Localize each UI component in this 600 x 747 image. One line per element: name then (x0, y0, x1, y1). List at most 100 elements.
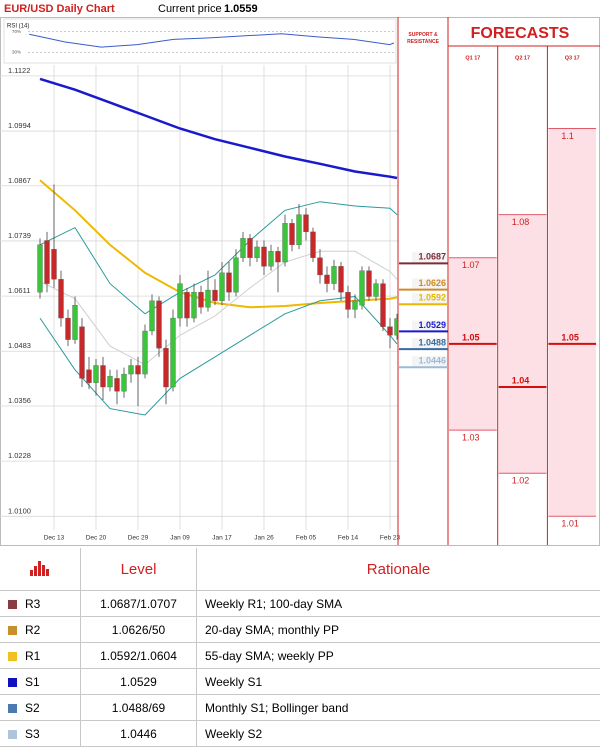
x-tick-label: Jan 17 (212, 535, 232, 542)
x-tick-label: Dec 20 (86, 535, 107, 542)
rationale-cell: Weekly S2 (196, 720, 600, 747)
y-tick-label: 1.1122 (8, 66, 30, 75)
x-tick-label: Dec 29 (128, 535, 149, 542)
table-row: R1 1.0592/1.0604 55-day SMA; weekly PP (0, 642, 600, 669)
y-tick-label: 1.0356 (8, 396, 31, 405)
chart-panel: EUR/USD Daily Chart Current price 1.0559… (0, 3, 600, 546)
candle-body (51, 248, 57, 280)
candle-body (156, 300, 162, 349)
sr-level-label: 1.0529 (418, 320, 446, 330)
candle-body (79, 326, 85, 379)
candle-body (317, 257, 323, 276)
x-tick-label: Feb 14 (338, 535, 359, 542)
x-tick-label: Dec 13 (44, 535, 65, 542)
candle-body (100, 365, 106, 388)
candle-body (128, 365, 134, 375)
quarter-label: Q1 17 (465, 55, 480, 61)
sr-level-label: 1.0446 (418, 356, 446, 366)
sr-level-label: 1.0488 (418, 337, 446, 347)
x-tick-label: Feb 05 (296, 535, 317, 542)
level-cell: 1.0592/1.0604 (80, 642, 197, 669)
name-cell: S2 (0, 694, 81, 721)
sr-level-label: 1.0626 (418, 278, 446, 288)
color-swatch (8, 729, 17, 739)
color-swatch (8, 625, 17, 635)
forecast-mid-label: 1.05 (462, 332, 480, 342)
candle-body (177, 283, 183, 319)
candle-body (331, 266, 337, 284)
level-name: S2 (25, 700, 40, 715)
y-tick-label: 1.0611 (8, 286, 30, 295)
candle-body (387, 326, 393, 336)
candle-body (226, 272, 232, 293)
chart-title: EUR/USD Daily Chart (4, 3, 115, 15)
y-tick-label: 1.0483 (8, 341, 31, 350)
color-swatch (8, 599, 17, 609)
candle-body (191, 292, 197, 319)
candle-body (338, 266, 344, 293)
candle-body (303, 214, 309, 233)
rationale-header: Rationale (196, 548, 600, 591)
level-cell: 1.0529 (80, 668, 197, 695)
y-tick-label: 1.0100 (8, 506, 31, 515)
rsi-tick-label: 30% (12, 49, 21, 54)
candle-body (65, 317, 71, 340)
candle-body (282, 223, 288, 263)
rsi-frame (3, 18, 397, 64)
candle-body (86, 369, 92, 383)
name-cell: R1 (0, 642, 81, 669)
sr-label-box (412, 338, 447, 349)
candle-body (345, 292, 351, 310)
candle-body (184, 292, 190, 319)
x-tick-label: Jan 26 (254, 535, 274, 542)
price-label: Current price (158, 3, 222, 15)
x-tick-label: Feb 23 (380, 535, 401, 542)
forecast-low-label: 1.01 (561, 519, 579, 529)
level-name: R2 (25, 622, 41, 637)
rsi-line (29, 33, 395, 48)
overlay-line (39, 77, 398, 180)
y-tick-label: 1.0739 (8, 231, 31, 240)
forecast-high-label: 1.1 (561, 131, 574, 141)
candle-body (366, 270, 372, 297)
candle-body (135, 365, 141, 375)
forecast-low-label: 1.03 (462, 432, 480, 442)
table-row: S3 1.0446 Weekly S2 (0, 720, 600, 747)
y-tick-label: 1.0867 (8, 176, 31, 185)
candle-body (275, 251, 281, 263)
overlay-line (39, 250, 398, 366)
candle-body (247, 238, 253, 258)
sr-level-label: 1.0592 (418, 293, 446, 303)
rsi-tick-label: 70% (12, 29, 21, 34)
x-tick-label: Jan 09 (170, 535, 190, 542)
name-cell: R3 (0, 590, 81, 617)
candle-body (142, 330, 148, 375)
candle-body (359, 270, 365, 306)
sr-label-box (412, 252, 447, 263)
forecast-low-label: 1.02 (512, 476, 530, 486)
forecast-high-label: 1.08 (512, 217, 530, 227)
forecast-mid-label: 1.04 (512, 375, 530, 385)
candle-body (170, 317, 176, 388)
quarter-label: Q2 17 (515, 55, 530, 61)
level-name: R3 (25, 596, 41, 611)
level-cell: 1.0488/69 (80, 694, 197, 721)
quarter-label: Q3 17 (565, 55, 580, 61)
candle-body (205, 289, 211, 308)
forecast-range (498, 214, 547, 474)
sr-label-box (412, 356, 447, 367)
level-cell: 1.0446 (80, 720, 197, 747)
y-tick-label: 1.0228 (8, 451, 31, 460)
rsi-title: RSI (14) (7, 24, 29, 30)
candle-body (114, 378, 120, 392)
color-swatch (8, 703, 17, 713)
sr-label-box (412, 293, 447, 304)
name-cell: S3 (0, 720, 81, 747)
forecast-mid-label: 1.05 (561, 332, 579, 342)
table-row: S1 1.0529 Weekly S1 (0, 668, 600, 695)
rationale-cell: 20-day SMA; monthly PP (196, 616, 600, 643)
level-name: R1 (25, 648, 41, 663)
sr-label-box (412, 278, 447, 289)
forecast-title: FORECASTS (471, 25, 570, 42)
overlay-line (39, 201, 398, 315)
